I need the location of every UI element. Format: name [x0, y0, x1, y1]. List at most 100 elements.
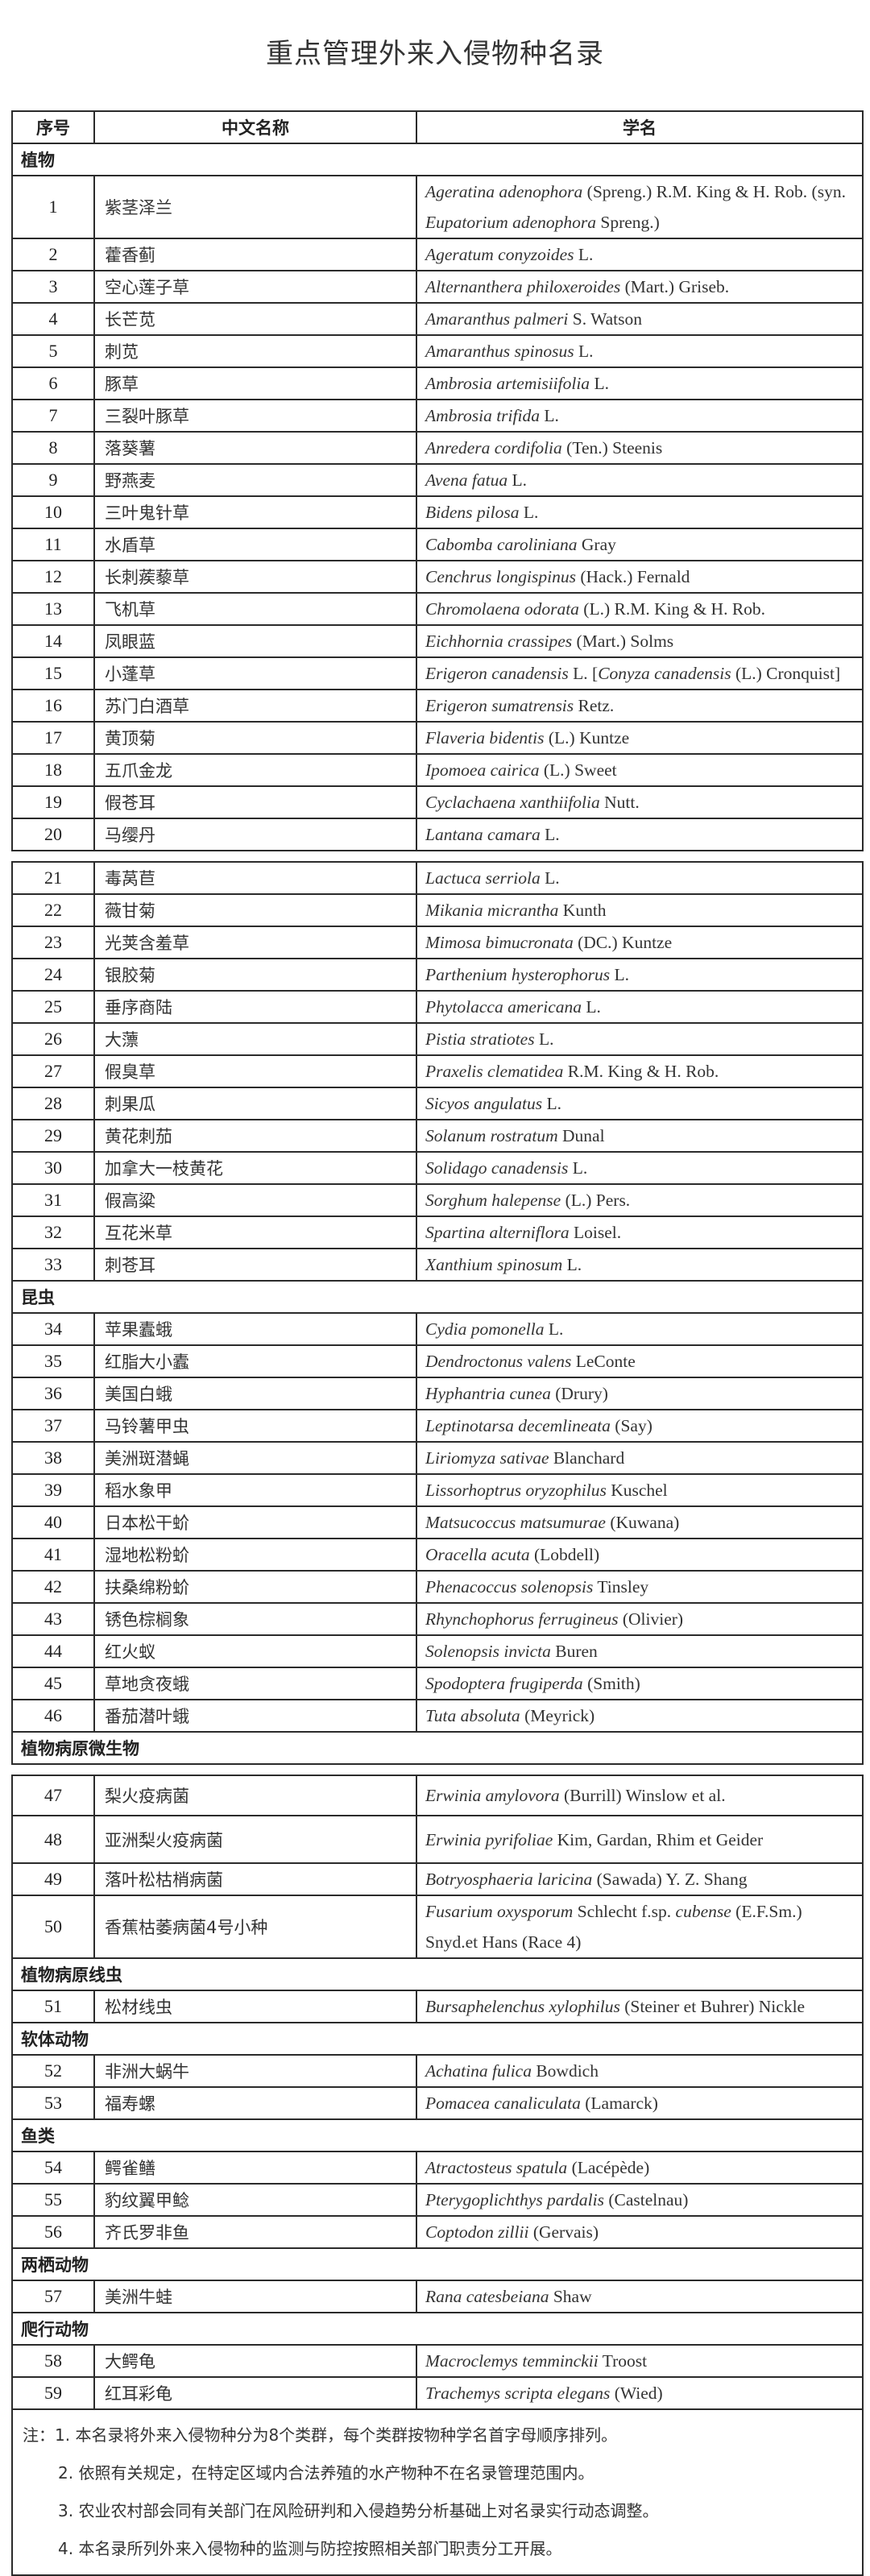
row-number: 48 [11, 1815, 95, 1864]
table-row: 57 美洲牛蛙 Rana catesbeiana Shaw [11, 2280, 864, 2313]
scientific-name-italic: Matsucoccus matsumurae [425, 1513, 606, 1532]
table-row: 14 凤眼蓝 Eichhornia crassipes (Mart.) Solms [11, 624, 864, 658]
chinese-name: 落叶松枯梢病菌 [93, 1862, 417, 1896]
table-row: 11 水盾草 Cabomba caroliniana Gray [11, 528, 864, 561]
category-label: 植物病原微生物 [11, 1731, 864, 1765]
chinese-name: 刺苍耳 [93, 1248, 417, 1282]
scientific-name-authority: Troost [598, 2351, 648, 2371]
chinese-name: 红耳彩龟 [93, 2376, 417, 2410]
scientific-name: Rana catesbeiana Shaw [416, 2280, 864, 2313]
scientific-name: Praxelis clematidea R.M. King & H. Rob. [416, 1054, 864, 1088]
scientific-name-authority: L. [542, 1094, 562, 1113]
chinese-name: 大鳄龟 [93, 2344, 417, 2378]
scientific-name-italic: Lissorhoptrus oryzophilus [425, 1481, 607, 1500]
scientific-name-authority: L. [590, 374, 609, 393]
scientific-name: Anredera cordifolia (Ten.) Steenis [416, 431, 864, 465]
table-row: 56 齐氏罗非鱼 Coptodon zillii (Gervais) [11, 2215, 864, 2249]
scientific-name: Oracella acuta (Lobdell) [416, 1538, 864, 1572]
scientific-name-authority: Tinsley [593, 1577, 649, 1597]
scientific-name: Dendroctonus valens LeConte [416, 1344, 864, 1378]
scientific-name-authority: (E.F.Sm.) Snyd.et Hans (Race 4) [425, 1902, 802, 1952]
table-row: 19 假苍耳 Cyclachaena xanthiifolia Nutt. [11, 785, 864, 819]
table-row: 26 大薸 Pistia stratiotes L. [11, 1022, 864, 1056]
table-row: 6 豚草 Ambrosia artemisiifolia L. [11, 367, 864, 400]
table-row: 37 马铃薯甲虫 Leptinotarsa decemlineata (Say) [11, 1409, 864, 1443]
category-row: 植物病原线虫 [11, 1957, 864, 1991]
scientific-name-authority: Shaw [549, 2287, 592, 2306]
row-number: 3 [11, 270, 95, 304]
table-row: 58 大鳄龟 Macroclemys temminckii Troost [11, 2344, 864, 2378]
row-number: 16 [11, 689, 95, 723]
row-number: 8 [11, 431, 95, 465]
row-number: 17 [11, 721, 95, 755]
scientific-name: Cenchrus longispinus (Hack.) Fernald [416, 560, 864, 594]
scientific-name-italic: Eichhornia crassipes [425, 632, 573, 651]
scientific-name-authority: Kuschel [606, 1481, 668, 1500]
table-row: 8 落葵薯 Anredera cordifolia (Ten.) Steenis [11, 431, 864, 465]
scientific-name: Ageratum conyzoides L. [416, 238, 864, 271]
scientific-name-authority: L. [508, 470, 527, 490]
chinese-name: 空心莲子草 [93, 270, 417, 304]
table-row: 7 三裂叶豚草 Ambrosia trifida L. [11, 399, 864, 433]
scientific-name: Fusarium oxysporum Schlecht f.sp. cubens… [416, 1895, 864, 1959]
scientific-name-italic: Cabomba caroliniana [425, 535, 578, 554]
scientific-name-authority: Kunth [558, 901, 607, 920]
scientific-name-authority: Retz. [574, 696, 615, 715]
scientific-name: Cydia pomonella L. [416, 1312, 864, 1346]
chinese-name: 长芒苋 [93, 302, 417, 336]
table-row: 3 空心莲子草 Alternanthera philoxeroides (Mart.… [11, 270, 864, 304]
scientific-name-italic: Mikania micrantha [425, 901, 559, 920]
scientific-name-authority: (Spreng.) R.M. King & H. Rob. (syn. [582, 182, 846, 201]
category-row: 植物 [11, 143, 864, 176]
table-row: 10 三叶鬼针草 Bidens pilosa L. [11, 495, 864, 529]
scientific-name: Hyphantria cunea (Drury) [416, 1377, 864, 1410]
scientific-name: Alternanthera philoxeroides (Mart.) Gris… [416, 270, 864, 304]
row-number: 23 [11, 926, 95, 959]
row-number: 53 [11, 2086, 95, 2120]
row-number: 47 [11, 1775, 95, 1816]
scientific-name: Ambrosia trifida L. [416, 399, 864, 433]
chinese-name: 福寿螺 [93, 2086, 417, 2120]
table-row: 36 美国白蛾 Hyphantria cunea (Drury) [11, 1377, 864, 1410]
scientific-name: Lantana camara L. [416, 818, 864, 851]
chinese-name: 松材线虫 [93, 1990, 417, 2023]
scientific-name-italic: Fusarium oxysporum [425, 1902, 574, 1921]
scientific-name-authority: L. [519, 503, 539, 522]
scientific-name-italic: Tuta absoluta [425, 1706, 520, 1725]
scientific-name-italic: Hyphantria cunea [425, 1384, 551, 1403]
scientific-name: Atractosteus spatula (Lacépède) [416, 2151, 864, 2185]
row-number: 30 [11, 1151, 95, 1185]
table-row: 12 长刺蒺藜草 Cenchrus longispinus (Hack.) Fern… [11, 560, 864, 594]
scientific-name-italic: Cenchrus longispinus [425, 567, 576, 586]
table-row: 2 藿香蓟 Ageratum conyzoides L. [11, 238, 864, 271]
row-number: 9 [11, 463, 95, 497]
chinese-name: 假苍耳 [93, 785, 417, 819]
table-row: 27 假臭草 Praxelis clematidea R.M. King & H. … [11, 1054, 864, 1088]
scientific-name-italic: Solenopsis invicta [425, 1642, 551, 1661]
row-number: 39 [11, 1473, 95, 1507]
scientific-name-authority: Gray [577, 535, 616, 554]
scientific-name-italic: Ageratum conyzoides [425, 245, 574, 264]
table-row: 17 黄顶菊 Flaveria bidentis (L.) Kuntze [11, 721, 864, 755]
scientific-name-authority: Loisel. [569, 1223, 622, 1242]
chinese-name: 大薸 [93, 1022, 417, 1056]
table-row: 48 亚洲梨火疫病菌 Erwinia pyrifoliae Kim, Gardan,… [11, 1815, 864, 1864]
scientific-name: Phytolacca americana L. [416, 990, 864, 1024]
scientific-name: Coptodon zillii (Gervais) [416, 2215, 864, 2249]
scientific-name-authority: Bowdich [531, 2061, 599, 2081]
table-row: 9 野燕麦 Avena fatua L. [11, 463, 864, 497]
row-number: 13 [11, 592, 95, 626]
scientific-name-italic: Spodoptera frugiperda [425, 1674, 583, 1693]
page-break-gap-cell [12, 1763, 863, 1776]
scientific-name: Erwinia pyrifoliae Kim, Gardan, Rhim et … [416, 1815, 864, 1864]
scientific-name-italic: Phytolacca americana [425, 997, 582, 1017]
scientific-name-authority: Nutt. [599, 793, 640, 812]
scientific-name-authority: R.M. King & H. Rob. [563, 1062, 719, 1081]
chinese-name: 垂序商陆 [93, 990, 417, 1024]
notes-row: 注：1. 本名录将外来入侵物种分为8个类群，每个类群按物种学名首字母顺序排列。 … [11, 2408, 864, 2576]
scientific-name-italic: Atractosteus spatula [425, 2158, 568, 2177]
scientific-name-authority: L. [540, 825, 560, 844]
scientific-name: Erwinia amylovora (Burrill) Winslow et a… [416, 1775, 864, 1816]
chinese-name: 美国白蛾 [93, 1377, 417, 1410]
scientific-name: Amaranthus palmeri S. Watson [416, 302, 864, 336]
